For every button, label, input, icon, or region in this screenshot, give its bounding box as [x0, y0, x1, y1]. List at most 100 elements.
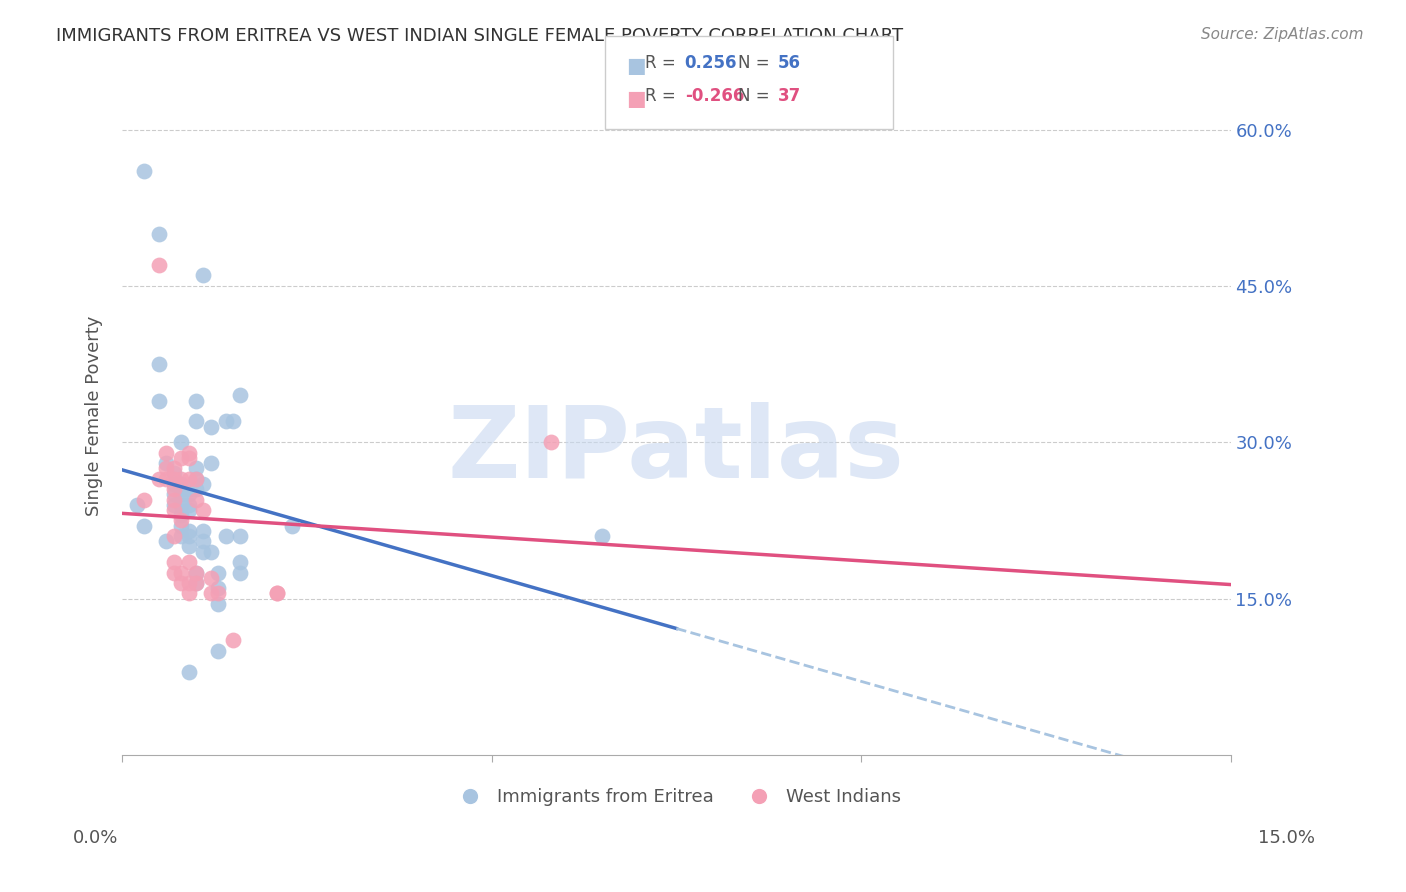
- Point: [184, 414, 207, 428]
- Point: [170, 435, 193, 450]
- Point: [177, 472, 200, 486]
- Point: [177, 529, 200, 543]
- Point: [184, 393, 207, 408]
- Point: [163, 555, 186, 569]
- Point: [170, 508, 193, 523]
- Point: [229, 388, 252, 402]
- Point: [207, 643, 229, 657]
- Point: [170, 518, 193, 533]
- Point: [184, 566, 207, 580]
- Point: [177, 498, 200, 512]
- Point: [540, 435, 562, 450]
- Point: [163, 529, 186, 543]
- Point: [170, 498, 193, 512]
- Point: [177, 482, 200, 496]
- Legend: Immigrants from Eritrea, West Indians: Immigrants from Eritrea, West Indians: [444, 781, 908, 814]
- Point: [177, 586, 200, 600]
- Point: [200, 571, 222, 585]
- Point: [177, 487, 200, 501]
- Point: [125, 498, 148, 512]
- Point: [193, 503, 215, 517]
- Point: [184, 472, 207, 486]
- Text: 37: 37: [778, 87, 801, 105]
- Point: [163, 472, 186, 486]
- Point: [177, 503, 200, 517]
- Point: [148, 393, 170, 408]
- Text: R =: R =: [645, 54, 682, 72]
- Point: [222, 633, 245, 648]
- Point: [200, 544, 222, 558]
- Text: 56: 56: [778, 54, 800, 72]
- Point: [177, 665, 200, 679]
- Point: [170, 529, 193, 543]
- Text: ■: ■: [626, 56, 645, 76]
- Point: [163, 503, 186, 517]
- Point: [222, 414, 245, 428]
- Point: [177, 540, 200, 554]
- Point: [163, 487, 186, 501]
- Y-axis label: Single Female Poverty: Single Female Poverty: [86, 316, 103, 516]
- Point: [214, 529, 236, 543]
- Point: [148, 258, 170, 272]
- Point: [184, 576, 207, 591]
- Point: [229, 555, 252, 569]
- Point: [207, 581, 229, 595]
- Text: N =: N =: [738, 54, 775, 72]
- Point: [193, 268, 215, 283]
- Point: [170, 482, 193, 496]
- Point: [155, 534, 177, 549]
- Text: ZIPatlas: ZIPatlas: [449, 401, 904, 499]
- Point: [200, 419, 222, 434]
- Point: [193, 534, 215, 549]
- Point: [184, 576, 207, 591]
- Text: 15.0%: 15.0%: [1258, 829, 1315, 847]
- Point: [184, 492, 207, 507]
- Point: [134, 492, 156, 507]
- Point: [177, 445, 200, 459]
- Point: [148, 357, 170, 371]
- Point: [170, 472, 193, 486]
- Point: [214, 414, 236, 428]
- Text: Source: ZipAtlas.com: Source: ZipAtlas.com: [1201, 27, 1364, 42]
- Point: [163, 566, 186, 580]
- Point: [207, 597, 229, 611]
- Point: [155, 461, 177, 475]
- Point: [163, 498, 186, 512]
- Point: [177, 524, 200, 538]
- Point: [177, 555, 200, 569]
- Point: [229, 566, 252, 580]
- Point: [591, 529, 613, 543]
- Point: [170, 513, 193, 527]
- Point: [266, 586, 288, 600]
- Text: ■: ■: [626, 89, 645, 109]
- Point: [170, 487, 193, 501]
- Point: [170, 450, 193, 465]
- Point: [170, 566, 193, 580]
- Point: [163, 467, 186, 481]
- Point: [193, 544, 215, 558]
- Point: [155, 445, 177, 459]
- Text: 0.256: 0.256: [685, 54, 737, 72]
- Point: [134, 518, 156, 533]
- Point: [155, 472, 177, 486]
- Point: [163, 482, 186, 496]
- Point: [200, 586, 222, 600]
- Point: [207, 566, 229, 580]
- Point: [170, 576, 193, 591]
- Point: [177, 450, 200, 465]
- Point: [184, 461, 207, 475]
- Point: [155, 456, 177, 470]
- Point: [281, 518, 304, 533]
- Text: 0.0%: 0.0%: [73, 829, 118, 847]
- Point: [148, 472, 170, 486]
- Point: [193, 524, 215, 538]
- Text: -0.266: -0.266: [685, 87, 744, 105]
- Point: [163, 477, 186, 491]
- Point: [207, 586, 229, 600]
- Point: [229, 529, 252, 543]
- Point: [148, 227, 170, 241]
- Text: R =: R =: [645, 87, 682, 105]
- Point: [266, 586, 288, 600]
- Point: [134, 164, 156, 178]
- Text: N =: N =: [738, 87, 775, 105]
